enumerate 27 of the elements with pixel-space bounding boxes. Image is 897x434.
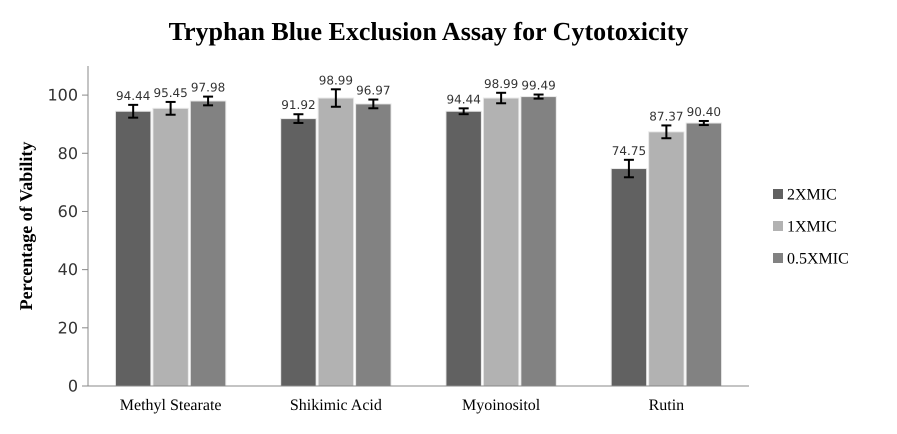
x-tick-label: Shikimic Acid <box>290 397 382 414</box>
legend-label: 0.5XMIC <box>787 250 849 268</box>
data-label: 74.75 <box>612 144 646 158</box>
data-label: 98.99 <box>318 73 354 88</box>
x-tick-label: Rutin <box>648 397 684 414</box>
legend-label: 2XMIC <box>787 186 837 204</box>
data-label: 95.45 <box>153 86 188 100</box>
chart-title: Tryphan Blue Exclusion Assay for Cytotoxicity <box>168 17 688 46</box>
legend-label: 1XMIC <box>787 218 837 236</box>
data-label: 87.37 <box>649 109 684 124</box>
x-tick-label: Methyl Stearate <box>120 397 222 414</box>
y-tick-label: 60 <box>58 202 78 222</box>
x-tick-label: Myoinositol <box>462 397 541 414</box>
data-label: 96.97 <box>356 84 391 98</box>
data-label: 90.40 <box>686 104 722 119</box>
y-tick-label: 0 <box>68 376 78 396</box>
data-label: 99.49 <box>521 78 556 93</box>
data-label: 98.99 <box>484 76 518 91</box>
y-tick-label: 80 <box>58 144 78 163</box>
data-label: 97.98 <box>190 80 226 95</box>
y-tick-label: 40 <box>58 260 78 280</box>
y-axis-title: Percentage of Vability <box>16 142 36 310</box>
data-label: 94.44 <box>446 92 481 106</box>
y-tick-label: 100 <box>47 86 78 105</box>
data-label: 91.92 <box>281 98 316 112</box>
y-tick-label: 20 <box>58 318 78 338</box>
data-label: 94.44 <box>116 88 150 103</box>
